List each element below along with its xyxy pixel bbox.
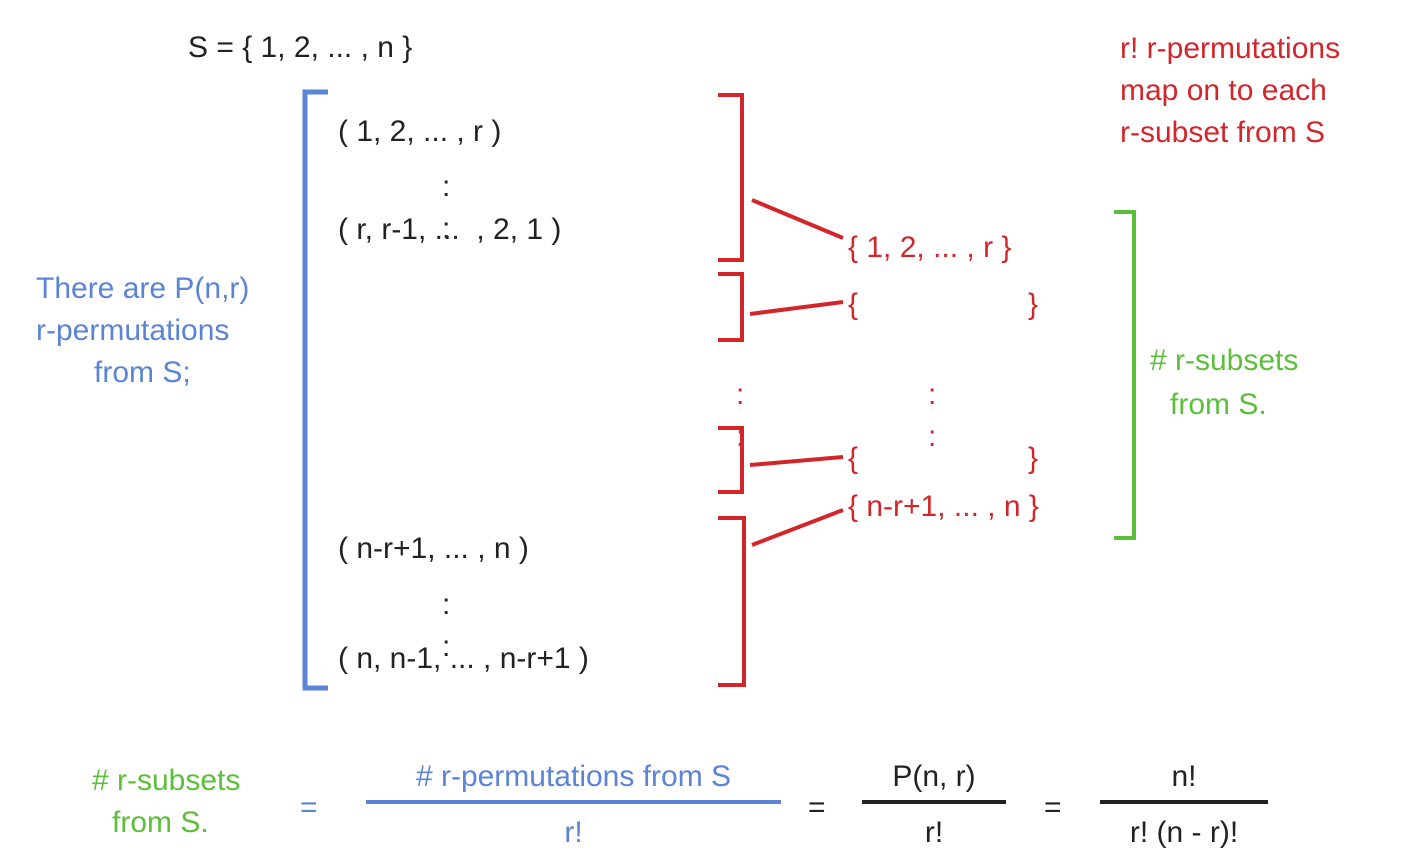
fraction-1-numerator: # r-permutations from S: [415, 760, 732, 793]
left-note-line-2: r-permutations: [36, 314, 230, 347]
subset-first: { 1, 2, ... , r }: [848, 231, 1012, 264]
set-definition: S = { 1, 2, ... , n }: [188, 31, 413, 64]
subset-note-line-2: from S.: [1170, 388, 1267, 421]
formula-lhs-line-2: from S.: [112, 806, 209, 839]
red-bracket-1: [718, 93, 744, 262]
subset-last: { n-r+1, ... , n }: [848, 490, 1039, 523]
subsets-bracket: [1114, 210, 1136, 540]
left-note-line-3: from S;: [94, 356, 191, 389]
permutation-first: ( 1, 2, ... , r ): [338, 115, 502, 148]
right-note-line-3: r-subset from S: [1120, 116, 1326, 149]
red-bracket-2: [718, 272, 744, 342]
right-note-line-2: map on to each: [1120, 74, 1327, 107]
formula-equals-1: =: [300, 791, 318, 824]
permutation-dots-2: : :: [442, 588, 451, 663]
subset-dots: : :: [928, 378, 937, 453]
permutation-second: ( r, r-1, ... , 2, 1 ): [338, 213, 562, 246]
fraction-3-denominator: r! (n - r)!: [1129, 816, 1239, 849]
fraction-1-denominator: r!: [564, 816, 583, 849]
subset-blank-2-close: }: [1028, 442, 1039, 475]
connector-line-2: [749, 300, 844, 316]
formula-equals-3: =: [1044, 791, 1062, 824]
permutation-third: ( n-r+1, ... , n ): [338, 532, 529, 565]
fraction-2-denominator: r!: [924, 816, 944, 849]
connector-line-1: [751, 198, 844, 240]
fraction-3-numerator: n!: [1171, 760, 1197, 793]
connector-line-3: [749, 455, 844, 467]
red-bracket-3: [718, 426, 744, 494]
subset-blank-1-close: }: [1028, 288, 1039, 321]
permutation-dots-1: : :: [442, 170, 451, 245]
permutations-bracket: [302, 89, 328, 691]
fraction-2-numerator: P(n, r): [892, 760, 976, 793]
bracket-dots: : :: [736, 378, 745, 453]
subset-blank-2-open: {: [848, 442, 859, 475]
left-note-line-1: There are P(n,r): [36, 272, 250, 305]
connector-line-4: [751, 508, 844, 547]
formula-equals-2: =: [808, 791, 826, 824]
subset-blank-1-open: {: [848, 288, 859, 321]
red-bracket-4: [718, 516, 746, 687]
permutation-fourth: ( n, n-1, ... , n-r+1 ): [338, 642, 589, 675]
formula-lhs-line-1: # r-subsets: [92, 764, 241, 797]
right-note-line-1: r! r-permutations: [1120, 32, 1341, 65]
subset-note-line-1: # r-subsets: [1150, 344, 1299, 377]
